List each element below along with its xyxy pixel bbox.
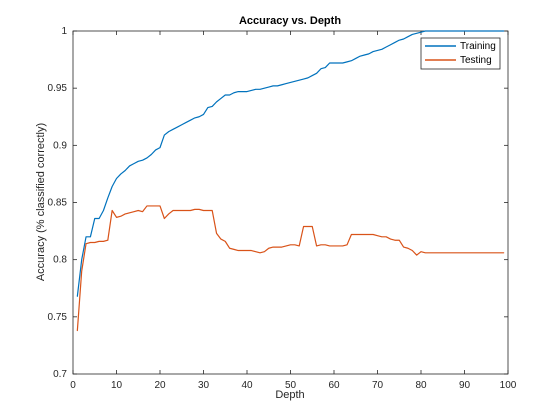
y-tick-label: 1: [61, 26, 67, 37]
y-tick-label: 0.95: [48, 83, 68, 94]
legend-training-label: Training: [460, 41, 496, 52]
y-tick-label: 0.75: [48, 312, 68, 323]
x-tick-label: 60: [328, 380, 340, 391]
y-tick-label: 0.9: [53, 140, 67, 151]
x-tick-label: 30: [198, 380, 210, 391]
x-tick-label: 90: [459, 380, 471, 391]
y-tick-label: 0.7: [53, 369, 67, 380]
x-tick-label: 70: [372, 380, 384, 391]
y-tick-label: 0.8: [53, 255, 67, 266]
y-axis-tick-labels: 0.7 0.75 0.8 0.85 0.9 0.95 1: [48, 26, 68, 380]
legend-testing-label: Testing: [460, 55, 492, 66]
x-tick-label: 80: [415, 380, 427, 391]
chart-title: Accuracy vs. Depth: [239, 15, 341, 27]
y-tick-label: 0.85: [48, 198, 68, 209]
x-axis-title: Depth: [275, 389, 304, 401]
x-tick-label: 10: [111, 380, 123, 391]
x-tick-label: 100: [500, 380, 517, 391]
legend: Training Testing: [421, 38, 500, 69]
x-tick-label: 0: [70, 380, 76, 391]
x-tick-label: 20: [154, 380, 166, 391]
y-axis-title: Accuracy (% classified correctly): [35, 123, 47, 281]
x-tick-label: 40: [241, 380, 253, 391]
